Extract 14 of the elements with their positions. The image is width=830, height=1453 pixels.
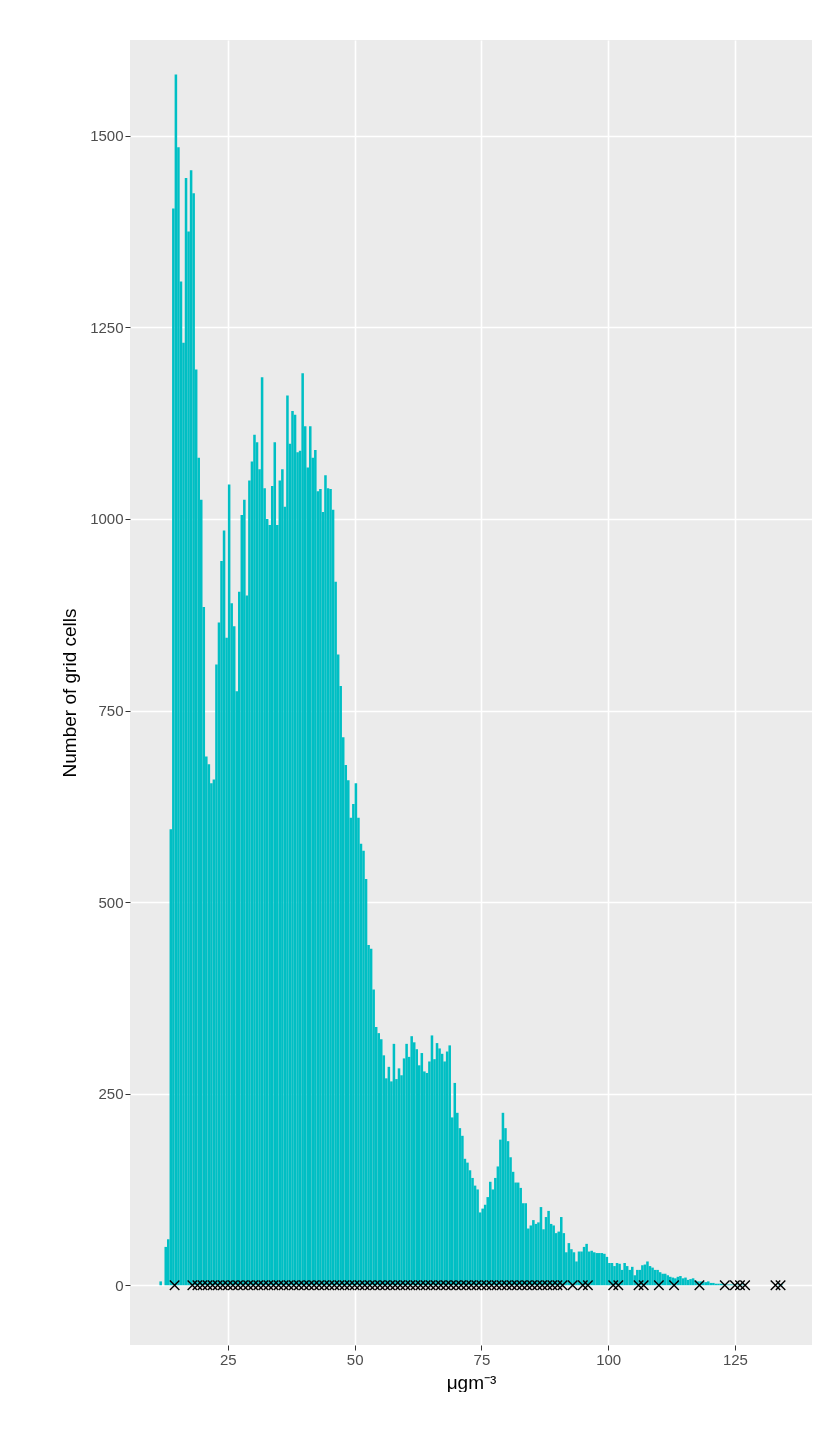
y-tick-label: 1500 bbox=[90, 127, 124, 145]
y-tick-label: 250 bbox=[98, 1085, 124, 1103]
x-axis-title: μgm⁻³ bbox=[446, 1371, 497, 1393]
y-tick-label: 750 bbox=[98, 702, 124, 720]
x-tick-label: 50 bbox=[346, 1350, 364, 1368]
x-tick-label: 100 bbox=[596, 1350, 622, 1368]
y-tick-label: 1250 bbox=[90, 318, 124, 336]
x-tick-label: 25 bbox=[220, 1350, 237, 1368]
y-tick-label: 0 bbox=[115, 1276, 124, 1294]
x-tick-label: 125 bbox=[722, 1350, 748, 1368]
x-tick-label: 75 bbox=[473, 1350, 491, 1368]
y-axis-title: Number of grid cells bbox=[59, 608, 81, 778]
y-tick-label: 1000 bbox=[90, 510, 124, 528]
y-tick-label: 500 bbox=[98, 893, 124, 911]
